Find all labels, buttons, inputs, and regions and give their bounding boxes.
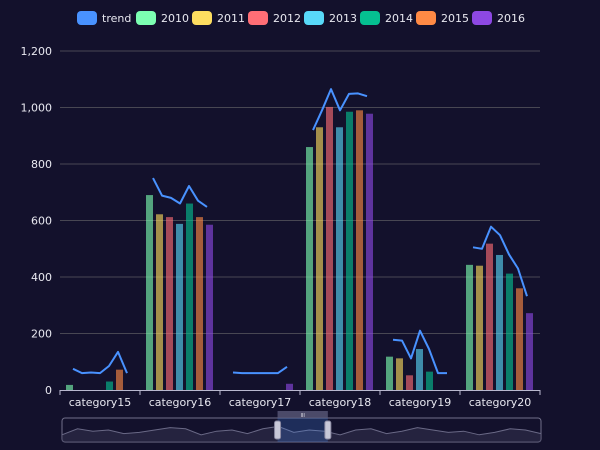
datazoom-overview-area [62, 426, 541, 442]
trend-line-category20 [472, 225, 528, 297]
y-tick-label: 1,200 [21, 45, 53, 58]
legend-item-2013[interactable]: 2013 [304, 11, 357, 25]
bar-2012-category20[interactable] [486, 243, 493, 390]
bar-2016-category17[interactable] [286, 383, 293, 390]
x-tick-label: category15 [69, 396, 132, 409]
x-tick-label: category18 [309, 396, 372, 409]
y-tick-label: 800 [31, 158, 52, 171]
bar-2014-category15[interactable] [106, 381, 113, 390]
trend-line-category18 [312, 88, 368, 131]
bar-2014-category18[interactable] [346, 111, 353, 391]
bar-2010-category19[interactable] [386, 356, 393, 390]
legend-swatch [136, 11, 156, 25]
bar-2012-category18[interactable] [326, 106, 333, 390]
legend-item-2012[interactable]: 2012 [248, 11, 301, 25]
bar-2016-category18[interactable] [366, 113, 373, 390]
bar-2013-category16[interactable] [176, 223, 183, 390]
bar-2011-category16[interactable] [156, 214, 163, 390]
x-tick-label: category19 [389, 396, 452, 409]
bar-2013-category19[interactable] [416, 349, 423, 390]
trend-line-category19 [392, 329, 447, 375]
trend-line-category17 [232, 365, 288, 375]
bar-2010-category16[interactable] [146, 195, 153, 390]
bar-2010-category15[interactable] [66, 384, 73, 390]
legend-swatch [192, 11, 212, 25]
bar-2014-category20[interactable] [506, 273, 513, 390]
datazoom-move-handle[interactable] [277, 411, 328, 418]
legend-item-2010[interactable]: 2010 [136, 11, 189, 25]
trend-line-category16 [152, 177, 208, 208]
bar-2016-category16[interactable] [206, 224, 213, 390]
legend-label: 2013 [329, 12, 357, 25]
legend-swatch [304, 11, 324, 25]
x-tick-label: category16 [149, 396, 212, 409]
y-tick-label: 600 [31, 215, 52, 228]
bar-2013-category20[interactable] [496, 254, 503, 390]
bar-2012-category19[interactable] [406, 375, 413, 390]
y-tick-label: 0 [45, 384, 52, 397]
bar-2013-category18[interactable] [336, 127, 343, 391]
datazoom-selection[interactable] [277, 418, 328, 442]
legend-item-2015[interactable]: 2015 [416, 11, 469, 25]
bar-2012-category16[interactable] [166, 217, 173, 390]
legend-item-2011[interactable]: 2011 [192, 11, 245, 25]
bar-2014-category19[interactable] [426, 371, 433, 390]
bars [66, 106, 533, 391]
datazoom-start-handle[interactable] [274, 420, 282, 440]
bar-2011-category19[interactable] [396, 358, 403, 390]
x-axis: category15 category16 category17 category18… [59, 390, 541, 409]
legend-label: 2011 [217, 12, 245, 25]
bar-2011-category20[interactable] [476, 265, 483, 390]
legend-label: 2016 [497, 12, 525, 25]
x-tick-label: category17 [229, 396, 292, 409]
bar-2015-category20[interactable] [516, 288, 523, 390]
bar-2015-category18[interactable] [356, 110, 363, 390]
legend-label: trend [102, 12, 131, 25]
bar-2010-category18[interactable] [306, 147, 313, 390]
y-tick-label: 200 [31, 328, 52, 341]
legend-item-trend[interactable]: trend [77, 11, 131, 25]
datazoom-end-handle[interactable] [324, 420, 332, 440]
legend-item-2014[interactable]: 2014 [360, 11, 413, 25]
datazoom-overview-line [61, 425, 542, 436]
legend-label: 2010 [161, 12, 189, 25]
legend-swatch [360, 11, 380, 25]
y-tick-label: 1,000 [21, 102, 53, 115]
legend-label: 2015 [441, 12, 469, 25]
legend-swatch [248, 11, 268, 25]
trend-lines [72, 88, 528, 375]
grid-lines [60, 50, 540, 334]
bar-2010-category20[interactable] [466, 264, 473, 390]
y-axis: 0 200 400 600 800 1,000 1,200 [21, 45, 53, 397]
legend: trend 2010 2011 2012 2013 2014 2015 2016 [77, 11, 525, 25]
bar-2016-category20[interactable] [526, 313, 533, 390]
legend-swatch [77, 11, 97, 25]
legend-swatch [416, 11, 436, 25]
bar-2011-category18[interactable] [316, 127, 323, 391]
bar-2015-category16[interactable] [196, 217, 203, 390]
y-tick-label: 400 [31, 271, 52, 284]
bar-2014-category16[interactable] [186, 203, 193, 390]
trend-line-category15 [72, 350, 128, 375]
datazoom-move-handle-grip: III [300, 413, 304, 419]
datazoom-slider[interactable]: III [61, 411, 542, 443]
legend-label: 2012 [273, 12, 301, 25]
legend-item-2016[interactable]: 2016 [472, 11, 525, 25]
legend-label: 2014 [385, 12, 413, 25]
bar-2015-category15[interactable] [116, 369, 123, 390]
legend-swatch [472, 11, 492, 25]
x-tick-label: category20 [469, 396, 532, 409]
